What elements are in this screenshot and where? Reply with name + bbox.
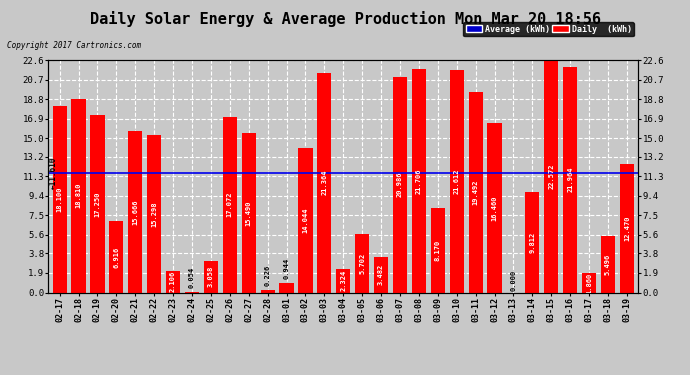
Bar xyxy=(279,283,294,292)
Text: 0.000: 0.000 xyxy=(511,270,516,291)
Text: 0.226: 0.226 xyxy=(265,265,270,286)
Bar xyxy=(90,115,105,292)
Text: 8.170: 8.170 xyxy=(435,240,441,261)
Text: 5.496: 5.496 xyxy=(605,254,611,275)
Bar xyxy=(166,271,180,292)
Bar xyxy=(487,123,502,292)
Text: 21.612: 21.612 xyxy=(454,169,460,194)
Text: 15.298: 15.298 xyxy=(151,201,157,226)
Bar xyxy=(601,236,615,292)
Bar xyxy=(336,268,351,292)
Bar xyxy=(544,60,558,292)
Text: 1.860: 1.860 xyxy=(586,272,592,294)
Text: 15.490: 15.490 xyxy=(246,200,252,226)
Text: Daily Solar Energy & Average Production Mon Mar 20 18:56: Daily Solar Energy & Average Production … xyxy=(90,11,600,27)
Text: 3.058: 3.058 xyxy=(208,266,214,287)
Text: Copyright 2017 Cartronics.com: Copyright 2017 Cartronics.com xyxy=(7,41,141,50)
Bar xyxy=(204,261,218,292)
Bar xyxy=(355,234,369,292)
Bar xyxy=(563,66,578,292)
Text: 15.666: 15.666 xyxy=(132,199,138,225)
Bar xyxy=(241,133,256,292)
Bar xyxy=(147,135,161,292)
Bar xyxy=(393,76,407,292)
Text: 21.964: 21.964 xyxy=(567,167,573,192)
Bar xyxy=(469,92,483,292)
Bar xyxy=(412,69,426,292)
Text: 18.810: 18.810 xyxy=(75,183,81,209)
Bar xyxy=(374,256,388,292)
Text: 17.250: 17.250 xyxy=(95,191,101,216)
Bar xyxy=(317,73,331,292)
Text: 9.812: 9.812 xyxy=(529,231,535,253)
Text: 0.054: 0.054 xyxy=(189,267,195,288)
Text: 14.044: 14.044 xyxy=(302,207,308,233)
Bar xyxy=(450,70,464,292)
Bar xyxy=(582,273,596,292)
Text: 22.572: 22.572 xyxy=(549,164,554,189)
Bar xyxy=(109,221,124,292)
Text: ←11.610: ←11.610 xyxy=(49,157,58,189)
Text: 18.100: 18.100 xyxy=(57,187,63,212)
Text: 3.482: 3.482 xyxy=(378,264,384,285)
Text: 5.702: 5.702 xyxy=(359,252,365,274)
Text: 19.492: 19.492 xyxy=(473,180,479,205)
Bar xyxy=(223,117,237,292)
Bar xyxy=(620,164,634,292)
Bar xyxy=(525,192,540,292)
Text: 2.324: 2.324 xyxy=(340,270,346,291)
Text: 20.986: 20.986 xyxy=(397,172,403,197)
Text: 17.072: 17.072 xyxy=(227,192,233,217)
Text: 2.106: 2.106 xyxy=(170,271,176,292)
Text: 12.470: 12.470 xyxy=(624,216,630,241)
Legend: Average (kWh), Daily  (kWh): Average (kWh), Daily (kWh) xyxy=(463,22,634,36)
Bar xyxy=(261,290,275,292)
Bar xyxy=(128,131,142,292)
Text: 0.944: 0.944 xyxy=(284,257,290,279)
Bar xyxy=(298,148,313,292)
Bar xyxy=(431,209,445,292)
Text: 21.706: 21.706 xyxy=(416,168,422,194)
Text: 6.916: 6.916 xyxy=(113,246,119,267)
Bar xyxy=(72,99,86,292)
Text: 16.460: 16.460 xyxy=(491,195,497,220)
Bar xyxy=(52,106,67,292)
Text: 21.364: 21.364 xyxy=(322,170,327,195)
